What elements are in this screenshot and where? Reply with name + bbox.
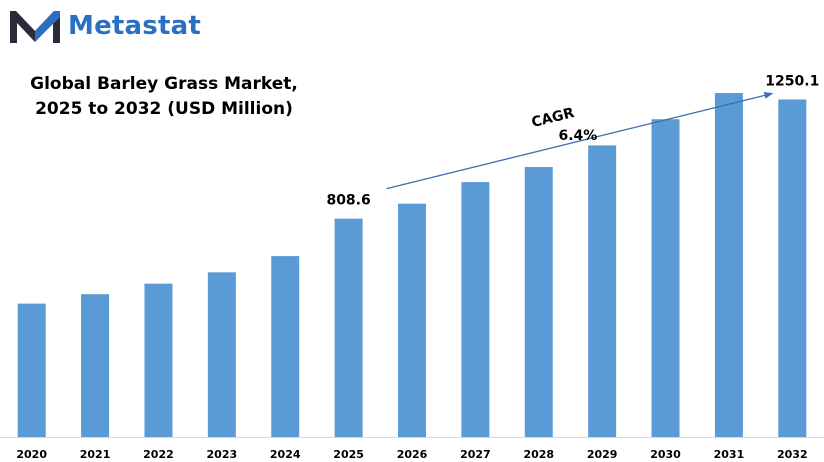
bar-2032 [778, 99, 807, 438]
bar-2029 [588, 145, 617, 437]
bar-2030 [651, 119, 680, 438]
x-tick-label-2025: 2025 [333, 448, 364, 461]
bar-2028 [524, 167, 553, 437]
bar-2031 [714, 93, 743, 438]
x-tick-label-2030: 2030 [650, 448, 681, 461]
data-label-2025: 808.6 [326, 193, 370, 209]
chart-title-line-1: Global Barley Grass Market, [30, 74, 298, 94]
bar-2024 [271, 256, 300, 437]
bar-series [17, 93, 807, 438]
x-tick-label-2020: 2020 [16, 448, 47, 461]
cagr-arrow [386, 91, 774, 190]
x-tick-label-2021: 2021 [80, 448, 111, 461]
bar-2022 [144, 283, 173, 437]
x-tick-label-2031: 2031 [714, 448, 745, 461]
bar-2020 [17, 303, 46, 437]
x-tick-label-2026: 2026 [397, 448, 428, 461]
x-tick-label-2027: 2027 [460, 448, 491, 461]
bar-2027 [461, 182, 490, 437]
x-tick-label-2032: 2032 [777, 448, 808, 461]
metastat-m-logo-icon [10, 11, 60, 43]
bar-2023 [207, 272, 236, 437]
x-tick-label-2024: 2024 [270, 448, 301, 461]
bar-2025 [334, 218, 363, 437]
x-tick-label-2023: 2023 [207, 448, 238, 461]
chart-title: Global Barley Grass Market, 2025 to 2032… [14, 72, 314, 122]
x-axis-tick-labels: 2020 2021 2022 2023 2024 2025 2026 2027 2028 2029… [16, 448, 807, 461]
bar-2026 [398, 203, 426, 437]
data-label-2032: 1250.1 [765, 73, 819, 89]
x-tick-label-2022: 2022 [143, 448, 174, 461]
x-tick-label-2028: 2028 [523, 448, 554, 461]
chart-title-line-2: 2025 to 2032 (USD Million) [35, 99, 293, 119]
x-tick-label-2029: 2029 [587, 448, 618, 461]
brand-logo: Metastat [8, 6, 201, 46]
cagr-value: 6.4% [558, 128, 597, 144]
data-labels: 808.6 1250.1 [326, 73, 819, 208]
bar-2021 [81, 294, 110, 437]
brand-name: Metastat [68, 11, 201, 41]
